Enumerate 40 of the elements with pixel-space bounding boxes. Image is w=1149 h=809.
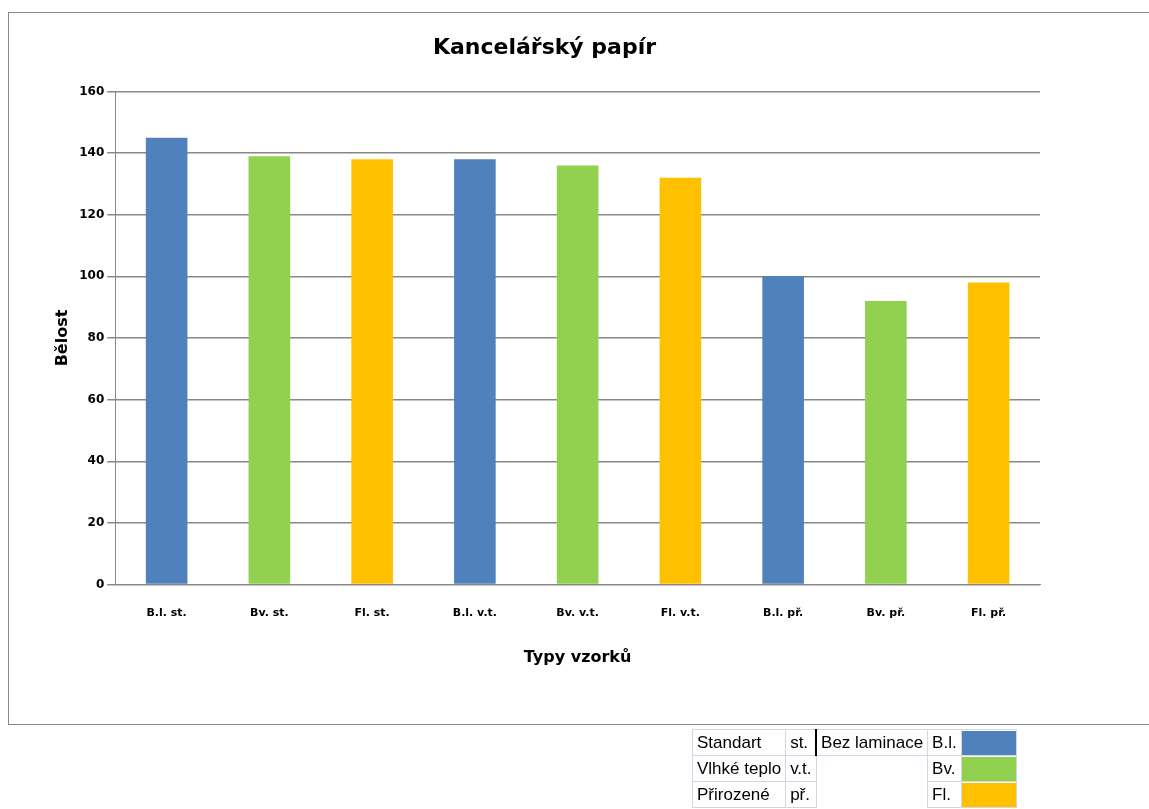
bar: [865, 301, 907, 584]
bar: [454, 159, 496, 584]
x-tick-label: B.l. v.t.: [452, 606, 497, 620]
y-tick-label: 40: [87, 453, 105, 468]
x-tick-label: B.l. st.: [146, 606, 187, 620]
x-tick-label: Fl. st.: [354, 606, 390, 620]
y-tick-label: 80: [87, 330, 105, 345]
bar: [248, 156, 291, 584]
bar: [556, 165, 599, 584]
x-tick-label: B.l. př.: [762, 606, 804, 620]
text: Vlhké teplo: [692, 755, 786, 782]
text: Bez laminace: [816, 729, 928, 756]
bar: [351, 159, 393, 584]
text: Fl.: [927, 781, 962, 808]
y-tick-label: 100: [79, 268, 105, 283]
text: Přirozené: [692, 781, 786, 808]
text: v.t.: [785, 755, 817, 782]
chart-title: Kancelářský papír: [432, 33, 657, 59]
bar: [762, 276, 804, 584]
x-tick-label: Bv. v.t.: [556, 606, 599, 620]
y-tick-label: 160: [79, 83, 105, 98]
x-tick-label: Fl. př.: [971, 606, 1007, 620]
text: Bv.: [927, 755, 962, 782]
y-tick-label: 140: [79, 145, 105, 160]
x-axis-title: Typy vzorků: [523, 646, 632, 666]
text: B.l.: [927, 729, 962, 756]
y-tick-label: 60: [87, 391, 105, 406]
y-tick-label: 0: [95, 576, 105, 591]
x-tick-label: Bv. st.: [250, 606, 289, 620]
y-tick-label: 120: [79, 206, 105, 221]
y-axis-title: Bělost: [51, 309, 71, 367]
bar: [967, 282, 1010, 584]
text: st.: [785, 729, 817, 756]
bar: [659, 177, 702, 584]
x-tick-label: Fl. v.t.: [660, 606, 700, 620]
text: Standart: [692, 729, 786, 756]
x-tick-label: Bv. př.: [866, 606, 906, 620]
y-tick-label: 20: [87, 515, 105, 530]
bar: [145, 137, 188, 584]
text: př.: [785, 781, 817, 808]
